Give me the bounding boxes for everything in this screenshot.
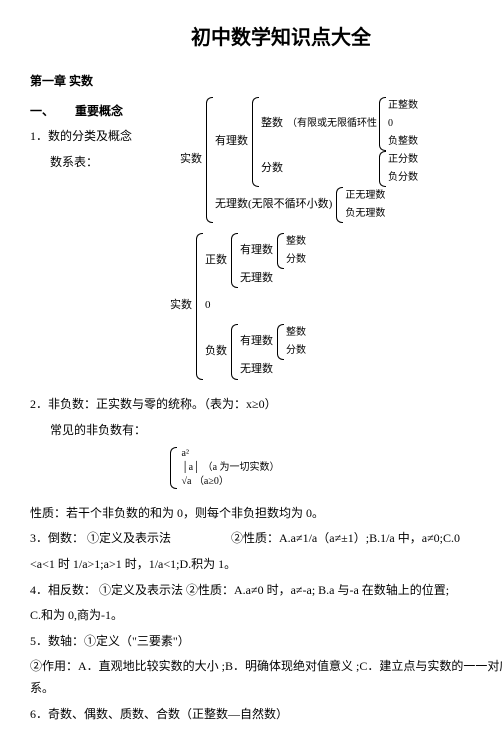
math-note: （a≥0）: [194, 476, 229, 487]
item-5b: ②作用：A．直观地比较实数的大小 ;B．明确体现绝对值意义 ;C．建立点与实数的…: [30, 656, 502, 699]
tree-root: 实数: [180, 150, 202, 170]
section-1: 一、 重要概念: [30, 101, 180, 123]
item-1: 1．数的分类及概念: [30, 126, 180, 148]
tree-node: 整数: [261, 114, 283, 134]
tree-node: 分数: [261, 159, 283, 179]
tree-leaf: 负无理数: [345, 205, 385, 223]
text: 3．倒数： ①定义及表示法: [30, 531, 171, 545]
tree-node: 有理数: [240, 332, 273, 352]
sec-label: 重要概念: [75, 104, 123, 118]
item-2-sub: 常见的非负数有：: [50, 420, 502, 442]
tree-node: 正数: [205, 251, 227, 271]
tree-leaf: 正整数: [388, 97, 418, 115]
tree-leaf: 0: [388, 115, 418, 133]
tree-leaf: 正无理数: [345, 187, 385, 205]
tree-node: 有理数: [240, 241, 273, 261]
tree-leaf: 分数: [286, 342, 306, 360]
tree-node: 0: [205, 294, 306, 318]
tree-leaf: 负分数: [388, 169, 418, 187]
tree-node: 负数: [205, 342, 227, 362]
math-line: │a│: [182, 462, 201, 473]
item-6: 6．奇数、偶数、质数、合数（正整数—自然数）: [30, 704, 502, 726]
sec-num: 一、: [30, 104, 54, 118]
math-line: √a: [182, 476, 192, 487]
item-1-sub: 数系表：: [50, 152, 180, 174]
tree-leaf: 整数: [286, 324, 306, 342]
page-title: 初中数学知识点大全: [30, 20, 502, 56]
item-2-prop: 性质：若干个非负数的和为 0，则每个非负担数均为 0。: [30, 503, 502, 525]
math-nonneg: a² │a│ （a 为一切实数） √a （a≥0）: [170, 447, 502, 497]
item-3: 3．倒数： ①定义及表示法 ②性质：A.a≠1/a（a≠±1）;B.1/a 中，…: [30, 528, 502, 550]
tree-leaf: 无理数: [240, 360, 306, 380]
tree-leaf: 整数: [286, 233, 306, 251]
tree-leaf: 分数: [286, 251, 306, 269]
tree-root: 实数: [170, 296, 192, 316]
item-4b: C.和为 0,商为-1。: [30, 605, 502, 627]
math-line: a²: [182, 448, 189, 459]
text: ②性质：A.a≠1/a（a≠±1）;B.1/a 中，a≠0;C.0: [231, 531, 460, 545]
tree-node: 有理数: [215, 132, 248, 152]
item-3c: <a<1 时 1/a>1;a>1 时，1/a<1;D.积为 1。: [30, 554, 502, 576]
math-note: （a 为一切实数）: [203, 462, 280, 473]
item-5: 5．数轴：①定义（"三要素"）: [30, 631, 502, 653]
tree-leaf: 无理数: [240, 269, 306, 289]
classification-tree-2: 实数 正数 有理数 整数 分数: [170, 233, 306, 380]
chapter-heading: 第一章 实数: [30, 71, 502, 93]
tree-note: （有限或无限循环性: [287, 115, 377, 133]
tree-leaf: 正分数: [388, 151, 418, 169]
item-2: 2．非负数：正实数与零的统称。（表为：x≥0）: [30, 394, 502, 416]
item-4: 4．相反数： ①定义及表示法 ②性质：A.a≠0 时，a≠-a; B.a 与-a…: [30, 580, 502, 602]
tree-node: 无理数(无限不循环小数): [215, 195, 332, 215]
classification-tree-1: 实数 有理数 整数 （有限或无限循环性 正整数: [180, 97, 502, 223]
tree-leaf: 负整数: [388, 133, 418, 151]
